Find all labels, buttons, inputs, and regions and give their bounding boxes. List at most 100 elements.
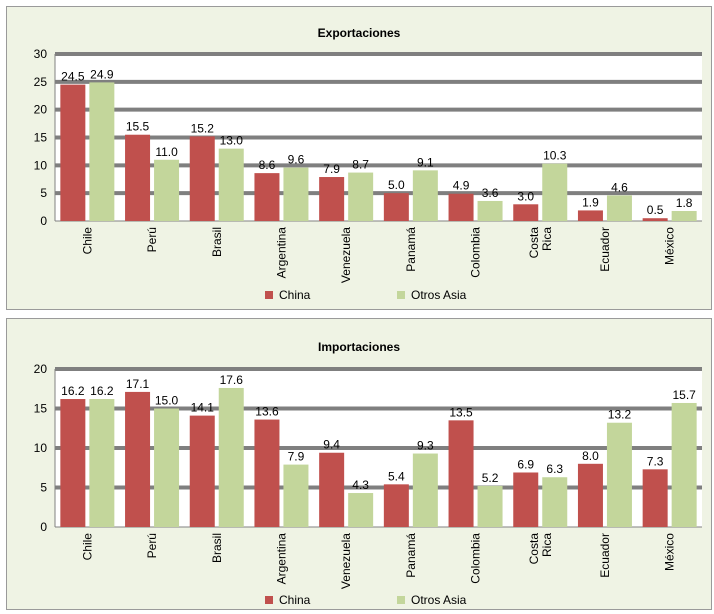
imports-data-label-china-mexico: 7.3 xyxy=(647,454,664,468)
imports-data-label-china-peru: 17.1 xyxy=(126,377,150,391)
imports-category-label-text: Ecuador xyxy=(598,533,612,578)
imports-category-label-text: Colombia xyxy=(469,533,483,584)
exports-data-label-otros-asia-costa-rica: 10.3 xyxy=(543,149,567,163)
exports-bar-otros-asia-chile xyxy=(89,82,115,221)
imports-bar-china-brasil xyxy=(189,415,215,527)
exports-category-label-text: México xyxy=(663,227,677,265)
exports-data-label-china-colombia: 4.9 xyxy=(453,179,470,193)
exports-bar-otros-asia-colombia xyxy=(477,200,503,221)
exports-bar-china-colombia xyxy=(448,193,474,221)
exports-bar-otros-asia-venezuela xyxy=(348,172,374,221)
exports-category-label-text: Colombia xyxy=(469,227,483,278)
exports-data-label-china-argentina: 8.6 xyxy=(259,158,276,172)
imports-data-label-otros-asia-costa-rica: 6.3 xyxy=(546,462,563,476)
exports-data-label-china-mexico: 0.5 xyxy=(647,203,664,217)
exports-bar-china-argentina xyxy=(254,173,280,221)
exports-data-label-otros-asia-ecuador: 4.6 xyxy=(611,180,628,194)
imports-category-label-text: Costa xyxy=(527,533,541,565)
imports-category-label-costa-rica: Costa Rica xyxy=(527,533,554,565)
imports-bar-otros-asia-argentina xyxy=(283,464,309,527)
imports-bar-otros-asia-costa-rica xyxy=(542,477,568,527)
exports-chart-title: Exportaciones xyxy=(318,26,401,40)
imports-bar-otros-asia-mexico xyxy=(671,402,697,527)
imports-data-label-china-chile: 16.2 xyxy=(61,384,85,398)
exports-data-label-otros-asia-mexico: 1.8 xyxy=(676,196,693,210)
exports-category-label-venezuela: Venezuela xyxy=(339,227,353,283)
exports-data-label-china-panama: 5.0 xyxy=(388,178,405,192)
exports-bar-otros-asia-ecuador xyxy=(606,195,632,221)
imports-bar-china-ecuador xyxy=(577,463,603,527)
exports-category-label-text: Argentina xyxy=(274,227,288,279)
imports-category-label-text: Argentina xyxy=(274,533,288,585)
exports-y-tick-label: 25 xyxy=(34,75,48,89)
exports-category-label-costa-rica: Costa Rica xyxy=(527,227,554,259)
imports-data-label-china-panama: 5.4 xyxy=(388,469,405,483)
exports-data-label-china-chile: 24.5 xyxy=(61,70,85,84)
exports-category-label-argentina: Argentina xyxy=(274,227,288,279)
imports-category-label-text: Chile xyxy=(80,533,94,561)
exports-y-tick-label: 0 xyxy=(40,214,47,228)
imports-bar-otros-asia-colombia xyxy=(477,485,503,527)
exports-category-label-peru: Perú xyxy=(145,227,159,252)
exports-data-label-china-brasil: 15.2 xyxy=(191,121,215,135)
imports-legend-label-otros-asia: Otros Asia xyxy=(411,593,467,607)
exports-legend-swatch-china xyxy=(265,291,273,299)
imports-data-label-otros-asia-chile: 16.2 xyxy=(90,384,114,398)
exports-y-tick-label: 5 xyxy=(40,186,47,200)
exports-category-label-mexico: México xyxy=(663,227,677,265)
exports-bar-china-peru xyxy=(125,134,151,221)
exports-y-tick-label: 15 xyxy=(34,131,48,145)
imports-data-label-otros-asia-panama: 9.3 xyxy=(417,439,434,453)
imports-data-label-china-colombia: 13.5 xyxy=(449,405,473,419)
imports-data-label-china-ecuador: 8.0 xyxy=(582,449,599,463)
imports-y-tick-label: 20 xyxy=(34,362,48,376)
imports-category-label-text: Venezuela xyxy=(339,533,353,589)
imports-bar-otros-asia-ecuador xyxy=(606,422,632,527)
exports-chart: Exportaciones 0 5 10 15 20 25 30 24.5 24.9 Chile 15… xyxy=(34,26,702,302)
exports-data-label-china-venezuela: 7.9 xyxy=(323,162,340,176)
exports-data-label-otros-asia-panama: 9.1 xyxy=(417,155,434,169)
exports-legend-swatch-otros-asia xyxy=(397,291,405,299)
exports-category-label-panama: Panamá xyxy=(404,227,418,272)
imports-chart-panel: Importaciones 0 5 10 15 20 16.2 16.2 Chile 17.1 15… xyxy=(6,318,712,610)
imports-bar-china-peru xyxy=(125,391,151,527)
imports-category-label-chile: Chile xyxy=(80,533,94,561)
exports-category-label-text: Venezuela xyxy=(339,227,353,283)
imports-y-tick-label: 10 xyxy=(34,441,48,455)
imports-category-label-text: Brasil xyxy=(210,533,224,563)
imports-category-label-peru: Perú xyxy=(145,533,159,558)
exports-data-label-china-ecuador: 1.9 xyxy=(582,195,599,209)
imports-bar-china-costa-rica xyxy=(513,472,539,527)
exports-category-label-text: Costa xyxy=(527,227,541,259)
imports-chart-title: Importaciones xyxy=(318,340,400,354)
exports-data-label-otros-asia-chile: 24.9 xyxy=(90,67,114,81)
exports-bar-otros-asia-peru xyxy=(154,159,180,221)
imports-bar-otros-asia-panama xyxy=(412,453,438,527)
imports-category-label-colombia: Colombia xyxy=(469,533,483,584)
exports-category-label-text: Rica xyxy=(540,227,554,251)
imports-y-tick-label: 0 xyxy=(40,520,47,534)
imports-y-tick-label: 15 xyxy=(34,402,48,416)
imports-category-label-ecuador: Ecuador xyxy=(598,533,612,578)
imports-y-tick-label: 5 xyxy=(40,481,47,495)
imports-bar-otros-asia-venezuela xyxy=(348,493,374,527)
imports-category-label-panama: Panamá xyxy=(404,533,418,578)
exports-bar-china-brasil xyxy=(189,136,215,221)
imports-data-label-china-venezuela: 9.4 xyxy=(323,438,340,452)
exports-y-tick-label: 20 xyxy=(34,103,48,117)
imports-category-label-argentina: Argentina xyxy=(274,533,288,585)
imports-category-label-brasil: Brasil xyxy=(210,533,224,563)
exports-bar-china-mexico xyxy=(642,218,668,221)
imports-legend-label-china: China xyxy=(279,593,311,607)
exports-chart-panel: Exportaciones 0 5 10 15 20 25 30 24.5 24.9 Chile 15… xyxy=(6,6,712,310)
exports-bar-otros-asia-argentina xyxy=(283,167,309,221)
exports-bar-china-chile xyxy=(60,84,86,221)
imports-data-label-otros-asia-argentina: 7.9 xyxy=(288,450,305,464)
exports-data-label-otros-asia-peru: 11.0 xyxy=(155,145,178,159)
imports-chart: Importaciones 0 5 10 15 20 16.2 16.2 Chile 17.1 15… xyxy=(34,340,702,607)
imports-legend-swatch-otros-asia xyxy=(397,596,405,604)
exports-category-label-text: Panamá xyxy=(404,227,418,272)
imports-bar-china-chile xyxy=(60,399,86,527)
imports-data-label-china-brasil: 14.1 xyxy=(191,401,215,415)
imports-bar-otros-asia-chile xyxy=(89,399,115,527)
